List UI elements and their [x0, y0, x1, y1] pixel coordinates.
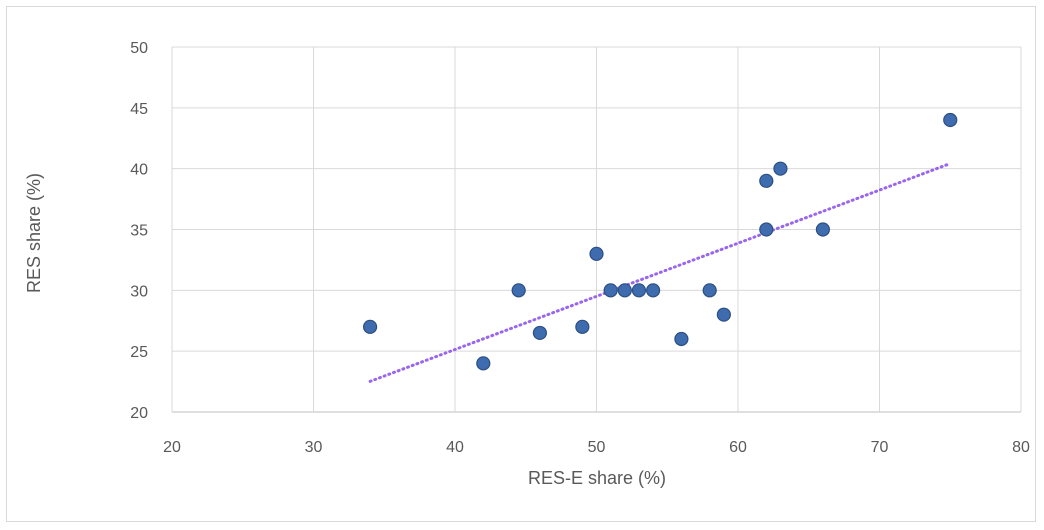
x-tick-label: 30 — [305, 439, 323, 456]
data-point — [532, 325, 548, 341]
data-point — [603, 283, 618, 298]
trendline — [368, 162, 952, 383]
x-tick-label: 40 — [446, 439, 464, 456]
data-point — [589, 246, 604, 261]
data-point — [702, 283, 717, 298]
y-tick-label: 40 — [130, 162, 148, 179]
y-axis-title: RES share (%) — [24, 173, 44, 293]
data-point — [617, 283, 632, 298]
data-point — [511, 283, 526, 298]
x-tick-label: 70 — [871, 439, 889, 456]
gridlines — [171, 46, 1022, 413]
x-tick-label: 50 — [588, 439, 606, 456]
y-tick-label: 45 — [130, 101, 148, 118]
y-tick-label: 50 — [130, 40, 148, 57]
x-tick-label: 60 — [729, 439, 747, 456]
data-point — [759, 173, 774, 188]
x-tick-label: 80 — [1012, 439, 1030, 456]
y-tick-label: 35 — [130, 223, 148, 240]
chart-frame — [6, 6, 1036, 522]
data-points — [363, 112, 958, 371]
data-point — [575, 319, 590, 334]
data-point — [476, 356, 491, 371]
data-point — [674, 331, 689, 347]
x-axis-title: RES-E share (%) — [528, 468, 666, 488]
data-point — [773, 161, 788, 176]
data-point — [759, 222, 774, 237]
data-point — [645, 283, 661, 298]
data-point — [716, 307, 731, 322]
data-point — [363, 319, 378, 334]
y-tick-label: 25 — [130, 344, 148, 361]
x-tick-label: 20 — [163, 439, 181, 456]
data-point — [815, 222, 831, 237]
y-axis-tick-labels: 20 25 30 35 40 45 50 — [130, 40, 148, 422]
data-point — [631, 283, 647, 298]
y-tick-label: 20 — [130, 405, 148, 422]
y-tick-label: 30 — [130, 283, 148, 300]
data-point — [943, 112, 958, 128]
x-axis-tick-labels: 20 30 40 50 60 70 80 — [163, 439, 1030, 456]
